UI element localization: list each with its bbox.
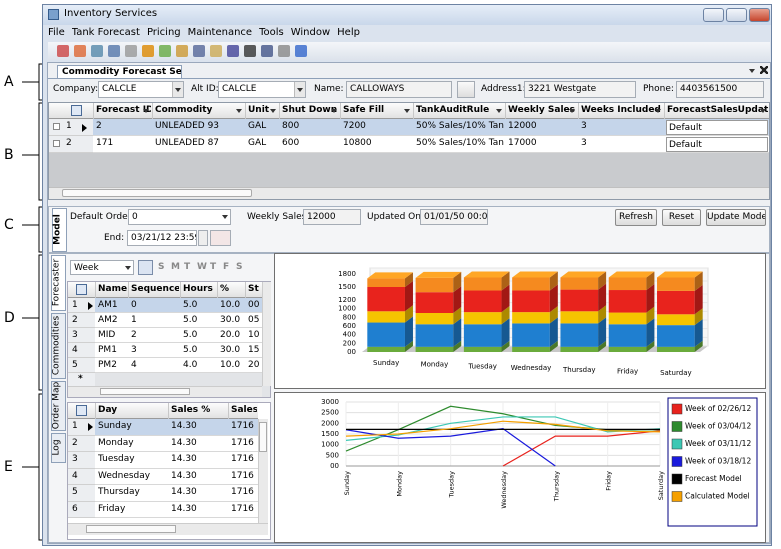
- x-tick-label: Thursday: [552, 471, 560, 502]
- bar-segment: [560, 271, 606, 289]
- line-series: [503, 431, 660, 466]
- bar-front: [367, 323, 405, 347]
- bar-front: [512, 323, 550, 346]
- legend-swatch: [672, 404, 682, 414]
- bar-front: [416, 313, 454, 324]
- bar-front: [367, 278, 405, 287]
- bar-front: [609, 277, 647, 290]
- x-tick-label: Sunday: [343, 471, 351, 495]
- x-tick-label: Wednesday: [511, 364, 552, 372]
- bar-front: [416, 278, 454, 292]
- x-tick-label: Tuesday: [448, 471, 456, 499]
- bar-front: [609, 313, 647, 325]
- y-tick-label: 500: [326, 451, 339, 459]
- bar-top: [464, 271, 510, 277]
- bar-top: [657, 271, 703, 277]
- bar-front: [657, 314, 695, 325]
- legend-label: Week of 02/26/12: [685, 404, 751, 413]
- bar-front: [464, 290, 502, 312]
- bar-top: [416, 272, 462, 278]
- y-tick-label: 2000: [321, 419, 339, 427]
- x-tick-label: Sunday: [373, 359, 399, 367]
- legend-swatch: [672, 439, 682, 449]
- bar-top: [367, 272, 413, 278]
- bar-top: [609, 271, 655, 277]
- legend-swatch: [672, 474, 682, 484]
- bar-segment: [512, 271, 558, 290]
- bar-front: [609, 347, 647, 352]
- bar-front: [609, 290, 647, 313]
- bar-front: [560, 347, 598, 352]
- bar-front: [367, 287, 405, 311]
- x-tick-label: Tuesday: [467, 362, 496, 370]
- bar-front: [464, 347, 502, 352]
- y-tick-label: 1800: [338, 270, 356, 278]
- bar-segment: [416, 272, 462, 292]
- x-tick-label: Wednesday: [500, 471, 508, 509]
- bar-segment: [609, 271, 655, 290]
- x-tick-label: Monday: [421, 361, 449, 369]
- y-tick-label: 1500: [338, 283, 356, 291]
- bar-front: [464, 277, 502, 290]
- bar-front: [464, 312, 502, 324]
- bar-front: [367, 347, 405, 352]
- bar-front: [416, 292, 454, 313]
- bar-front: [512, 312, 550, 323]
- bar-segment: [367, 272, 413, 287]
- y-tick-label: 2500: [321, 409, 339, 417]
- x-tick-label: Friday: [605, 471, 613, 491]
- bar-front: [657, 277, 695, 290]
- y-tick-label: 600: [343, 322, 356, 330]
- legend-label: Week of 03/11/12: [685, 439, 751, 448]
- bar-front: [657, 325, 695, 347]
- bar-front: [367, 311, 405, 322]
- y-tick-label: 200: [343, 339, 356, 347]
- x-tick-label: Saturday: [660, 369, 692, 377]
- legend-label: Week of 03/18/12: [685, 457, 751, 466]
- bar-front: [657, 347, 695, 352]
- y-tick-label: 800: [343, 313, 356, 321]
- x-tick-label: Monday: [395, 471, 403, 497]
- bar-segment: [657, 271, 703, 290]
- y-tick-label: 3000: [321, 398, 339, 406]
- bar-front: [657, 291, 695, 314]
- x-tick-label: Thursday: [562, 366, 596, 374]
- y-tick-label: 1000: [338, 305, 356, 313]
- y-tick-label: 00: [347, 348, 356, 356]
- legend-swatch: [672, 492, 682, 502]
- legend-swatch: [672, 457, 682, 467]
- bar-front: [560, 311, 598, 323]
- bar-front: [609, 324, 647, 347]
- bar-front: [416, 347, 454, 352]
- bar-segment: [464, 271, 510, 290]
- y-tick-label: 1000: [321, 441, 339, 449]
- bar-front: [560, 323, 598, 346]
- bar-front: [416, 324, 454, 347]
- legend-label: Calculated Model: [685, 492, 750, 501]
- bar-front: [512, 347, 550, 352]
- y-tick-label: 400: [343, 331, 356, 339]
- bar-front: [512, 277, 550, 290]
- y-tick-label: 1500: [321, 430, 339, 438]
- x-tick-label: Saturday: [657, 471, 665, 500]
- legend-label: Week of 03/04/12: [685, 422, 751, 431]
- y-tick-label: 00: [330, 462, 339, 470]
- bar-front: [560, 277, 598, 289]
- bar-front: [560, 290, 598, 312]
- bar-top: [560, 271, 606, 277]
- bar-top: [512, 271, 558, 277]
- legend-label: Forecast Model: [685, 474, 742, 483]
- bar-front: [464, 324, 502, 347]
- bar-front: [512, 290, 550, 312]
- x-tick-label: Friday: [617, 368, 638, 376]
- legend-swatch: [672, 422, 682, 432]
- y-tick-label: 1200: [338, 296, 356, 304]
